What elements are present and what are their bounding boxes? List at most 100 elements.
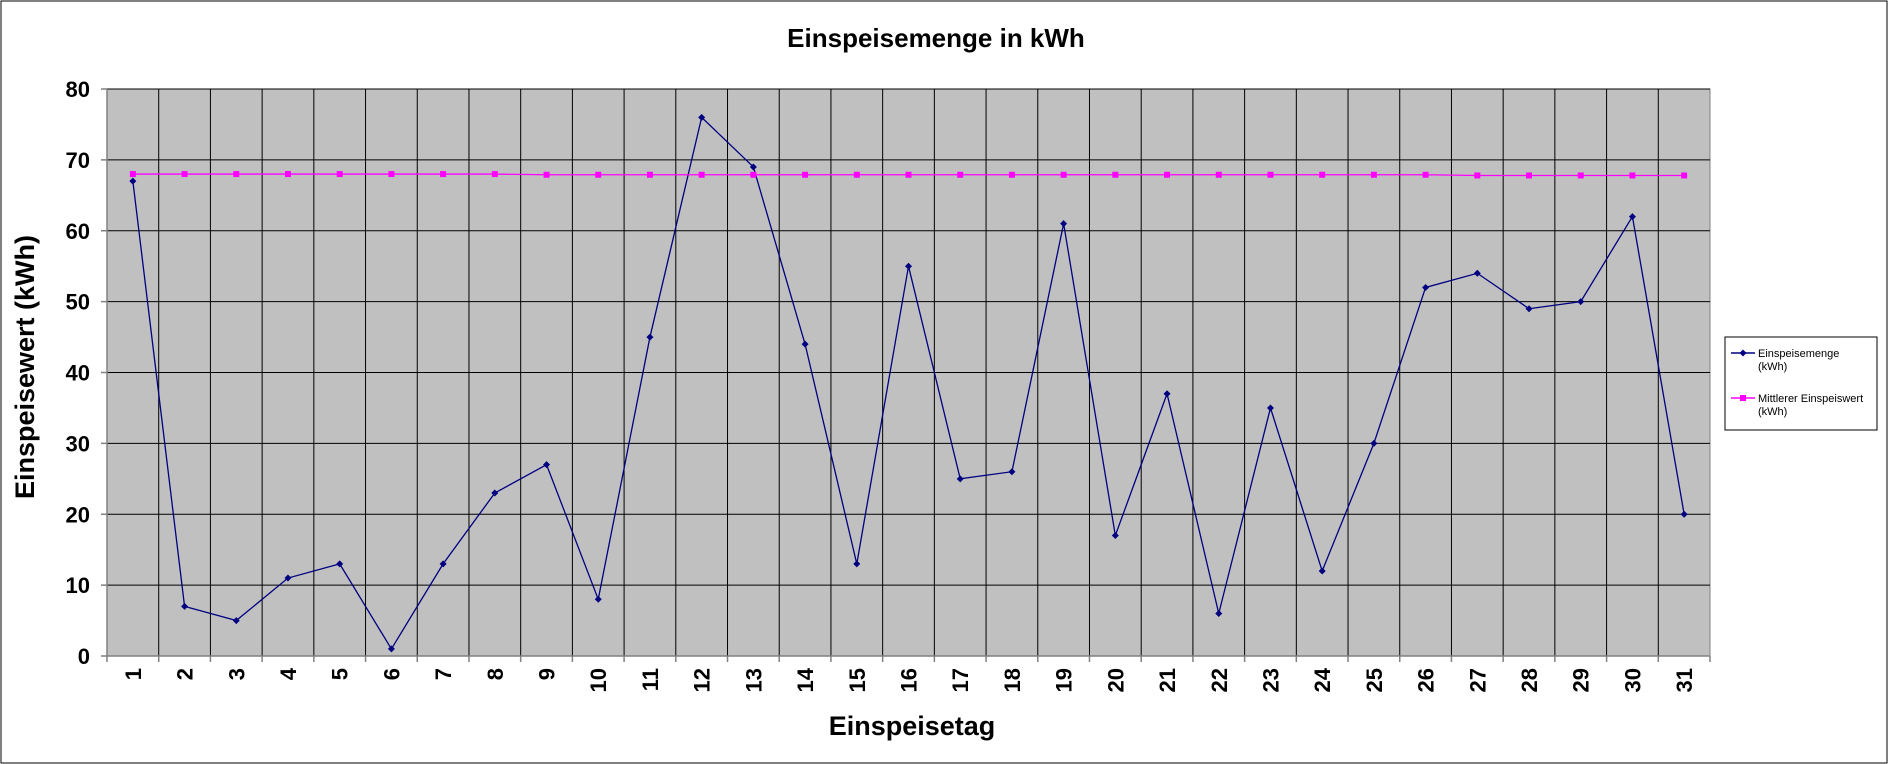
- data-point-series-1: [439, 560, 447, 568]
- grid-lines: [107, 88, 1710, 656]
- data-point-series-2: [1474, 172, 1481, 179]
- data-point-series-1: [1680, 510, 1688, 518]
- data-point-series-2: [646, 171, 653, 178]
- x-tick-label: 4: [276, 667, 301, 680]
- data-point-series-1: [1060, 220, 1068, 228]
- data-point-series-1: [1473, 269, 1481, 277]
- x-tick-label: 15: [845, 668, 870, 692]
- x-tick-label: 9: [535, 668, 560, 680]
- y-tick-label: 40: [66, 361, 90, 386]
- y-tick-label: 0: [78, 644, 90, 669]
- x-tick-label: 22: [1207, 668, 1232, 692]
- data-point-series-2: [440, 171, 447, 178]
- data-point-series-1: [853, 560, 861, 568]
- data-point-series-1: [284, 574, 292, 582]
- data-point-series-2: [284, 171, 291, 178]
- y-tick-label: 10: [66, 573, 90, 598]
- x-tick-label: 8: [483, 668, 508, 680]
- data-point-series-1: [1525, 305, 1533, 313]
- y-tick-label: 80: [66, 77, 90, 102]
- data-point-series-2: [1112, 171, 1119, 178]
- data-point-series-2: [233, 171, 240, 178]
- data-point-series-2: [1422, 171, 1429, 178]
- data-point-series-2: [1577, 172, 1584, 179]
- x-tick-label: 31: [1672, 668, 1697, 692]
- data-point-series-1: [1422, 283, 1430, 291]
- x-tick-label: 19: [1052, 668, 1077, 692]
- y-tick-label: 70: [66, 148, 90, 173]
- y-axis-title: Einspeisewert (kWh): [10, 235, 40, 499]
- y-tick-label: 60: [66, 219, 90, 244]
- chart-title: Einspeisemenge in kWh: [787, 23, 1085, 53]
- x-tick-label: 2: [173, 668, 198, 680]
- data-point-series-2: [491, 171, 498, 178]
- x-tick-label: 28: [1517, 668, 1542, 692]
- data-point-series-2: [905, 171, 912, 178]
- data-point-series-2: [853, 171, 860, 178]
- data-point-series-1: [181, 602, 189, 610]
- x-tick-label: 13: [741, 668, 766, 692]
- data-point-series-2: [1319, 171, 1326, 178]
- x-tick-label: 1: [121, 668, 146, 680]
- data-point-series-1: [1266, 404, 1274, 412]
- data-point-series-2: [129, 171, 136, 178]
- data-point-series-1: [646, 333, 654, 341]
- data-point-series-2: [1629, 172, 1636, 179]
- data-point-series-1: [594, 595, 602, 603]
- data-point-series-1: [543, 461, 551, 469]
- x-tick-label: 24: [1310, 667, 1335, 692]
- x-tick-label: 20: [1103, 668, 1128, 692]
- data-point-series-1: [232, 617, 240, 625]
- data-point-series-2: [1681, 172, 1688, 179]
- legend-label-series-2-line-1: Mittlerer Einspeiswert: [1758, 393, 1863, 405]
- data-point-series-2: [1060, 171, 1067, 178]
- x-tick-label: 30: [1620, 668, 1645, 692]
- legend-marker-series-1: [1739, 349, 1747, 357]
- data-point-series-2: [388, 171, 395, 178]
- legend-label-series-1-line-2: (kWh): [1758, 361, 1787, 373]
- x-tick-label: 21: [1155, 668, 1180, 692]
- data-point-series-1: [1111, 532, 1119, 540]
- x-tick-label: 29: [1569, 668, 1594, 692]
- x-tick-label: 12: [690, 668, 715, 692]
- x-tick-label: 27: [1465, 668, 1490, 692]
- data-point-series-1: [1577, 298, 1585, 306]
- data-point-series-2: [595, 171, 602, 178]
- legend-marker-series-2: [1740, 395, 1746, 401]
- data-point-series-1: [1215, 609, 1223, 617]
- data-point-series-1: [905, 262, 912, 270]
- data-point-series-1: [1370, 439, 1378, 447]
- x-tick-label: 6: [379, 668, 404, 680]
- data-point-series-1: [1008, 468, 1016, 476]
- x-tick-label: 16: [897, 668, 922, 692]
- data-point-series-1: [749, 163, 757, 171]
- x-tick-label: 14: [793, 667, 818, 692]
- x-tick-label: 25: [1362, 668, 1387, 692]
- data-point-series-1: [1318, 567, 1326, 575]
- x-tick-label: 17: [948, 668, 973, 692]
- y-tick-label: 50: [66, 290, 90, 315]
- x-tick-label: 3: [224, 668, 249, 680]
- x-tick-label: 10: [586, 668, 611, 692]
- x-tick-label: 7: [431, 668, 456, 680]
- data-point-series-2: [1008, 171, 1015, 178]
- data-point-series-2: [957, 171, 964, 178]
- data-point-series-1: [801, 340, 809, 348]
- x-axis-title: Einspeisetag: [829, 711, 996, 741]
- x-tick-label: 23: [1258, 668, 1283, 692]
- data-point-series-2: [1164, 171, 1171, 178]
- data-point-series-2: [1526, 172, 1533, 179]
- data-point-series-1: [698, 113, 706, 121]
- data-point-series-2: [181, 171, 188, 178]
- data-point-series-1: [956, 475, 964, 483]
- data-point-series-2: [1370, 171, 1377, 178]
- data-point-series-1: [129, 177, 137, 185]
- x-tick-label: 18: [1000, 668, 1025, 692]
- data-point-series-1: [1163, 390, 1171, 398]
- data-point-series-2: [336, 171, 343, 178]
- x-tick-label: 5: [328, 668, 353, 680]
- data-point-series-1: [1628, 213, 1636, 221]
